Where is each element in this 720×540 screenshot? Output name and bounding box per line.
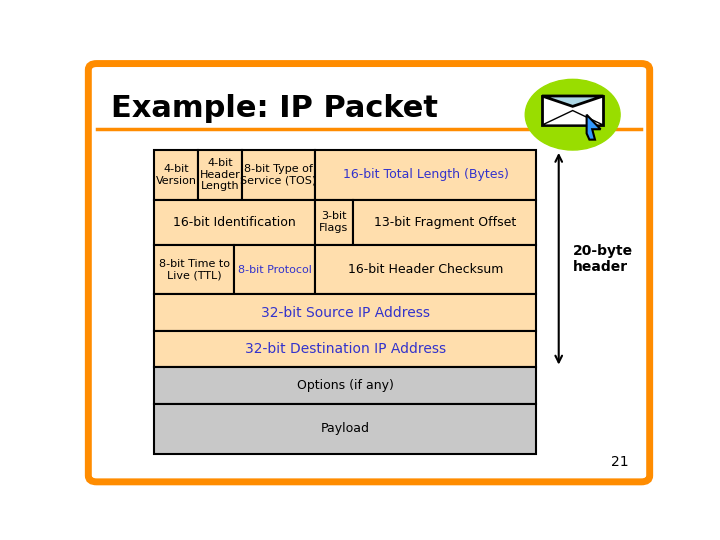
Bar — [154, 404, 536, 454]
Text: 4-bit
Version: 4-bit Version — [156, 164, 197, 186]
Text: 13-bit Fragment Offset: 13-bit Fragment Offset — [374, 215, 516, 228]
Bar — [353, 200, 536, 245]
Bar — [542, 96, 603, 125]
Bar — [154, 367, 536, 404]
Text: 8-bit Time to
Live (TTL): 8-bit Time to Live (TTL) — [159, 259, 230, 280]
Bar — [315, 245, 536, 294]
Polygon shape — [542, 96, 603, 106]
Circle shape — [526, 79, 620, 150]
Bar — [154, 150, 198, 200]
Text: 8-bit Protocol: 8-bit Protocol — [238, 265, 312, 274]
Bar — [154, 200, 315, 245]
Text: Payload: Payload — [321, 422, 370, 435]
Bar — [154, 331, 536, 367]
Text: 21: 21 — [611, 455, 629, 469]
FancyBboxPatch shape — [89, 64, 649, 482]
Bar — [315, 150, 536, 200]
Bar — [315, 200, 353, 245]
Text: 20-byte
header: 20-byte header — [572, 244, 633, 274]
Bar — [235, 245, 315, 294]
Polygon shape — [542, 111, 603, 125]
Bar — [154, 245, 235, 294]
Text: Example: IP Packet: Example: IP Packet — [111, 94, 438, 123]
Text: 16-bit Identification: 16-bit Identification — [173, 215, 296, 228]
Text: 32-bit Source IP Address: 32-bit Source IP Address — [261, 306, 430, 320]
Bar — [242, 150, 315, 200]
Bar — [154, 294, 536, 331]
Text: 16-bit Header Checksum: 16-bit Header Checksum — [348, 263, 503, 276]
Text: 4-bit
Header
Length: 4-bit Header Length — [199, 158, 240, 191]
Polygon shape — [587, 114, 600, 140]
Bar — [198, 150, 242, 200]
Text: Options (if any): Options (if any) — [297, 379, 394, 392]
Text: 3-bit
Flags: 3-bit Flags — [319, 211, 348, 233]
Text: 32-bit Destination IP Address: 32-bit Destination IP Address — [245, 342, 446, 356]
Text: 16-bit Total Length (Bytes): 16-bit Total Length (Bytes) — [343, 168, 508, 181]
Text: 8-bit Type of
Service (TOS): 8-bit Type of Service (TOS) — [240, 164, 317, 186]
